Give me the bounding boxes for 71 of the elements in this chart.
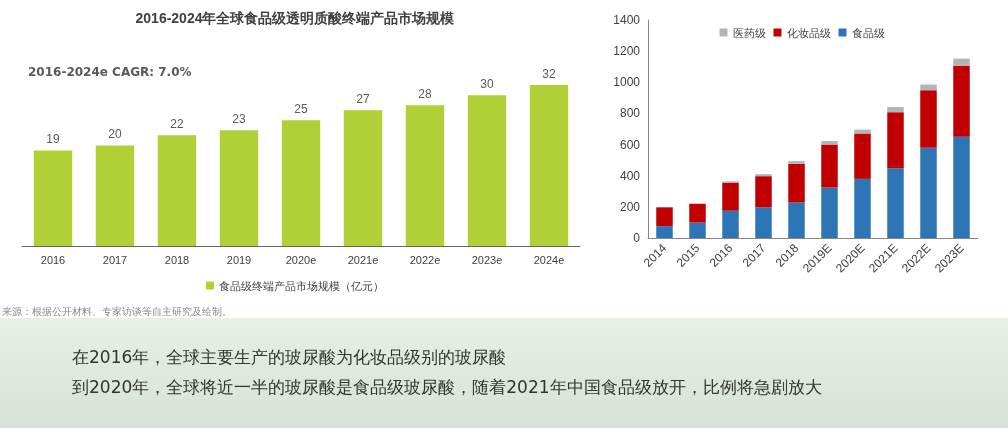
source-note: 来源：根据公开材料、专家访谈等自主研究及绘制。 xyxy=(2,305,232,317)
x-tick-label: 2024e xyxy=(533,253,565,266)
bar xyxy=(788,163,805,203)
bar xyxy=(887,112,904,169)
x-tick-label: 2022e xyxy=(409,253,441,266)
y-tick-label: 800 xyxy=(619,106,641,121)
bar xyxy=(722,182,739,211)
x-tick-label: 2016 xyxy=(40,253,66,266)
bar xyxy=(219,130,259,246)
data-label: 19 xyxy=(46,132,60,147)
bar xyxy=(656,226,673,238)
bar xyxy=(953,65,970,137)
bar xyxy=(821,140,838,145)
y-tick-label: 0 xyxy=(633,231,641,245)
data-label: 28 xyxy=(418,87,432,102)
x-tick-label: 2017 xyxy=(102,253,128,266)
bar xyxy=(788,161,805,164)
chart-title: 2016-2024年全球食品级透明质酸终端产品市场规模 xyxy=(135,10,456,26)
y-tick-label: 200 xyxy=(619,199,641,214)
legend-label: 食品级 xyxy=(851,26,885,39)
x-tick-label: 2018 xyxy=(164,253,190,266)
text: 2016-2024e CAGR: 7.0% xyxy=(28,65,192,79)
data-label: 22 xyxy=(170,117,184,132)
bar xyxy=(656,207,673,227)
x-tick-label: 2023e xyxy=(471,253,503,266)
bar xyxy=(33,150,73,246)
bar xyxy=(95,145,135,246)
bar xyxy=(953,58,970,66)
text: 到2020年，全球将近一半的玻尿酸是食品级玻尿酸，随着2021年中国食品级放开，比例将急剧放大 xyxy=(72,376,823,399)
bar xyxy=(722,210,739,238)
legend-label: 食品级终端产品市场规模（亿元） xyxy=(219,279,384,292)
bar xyxy=(529,85,569,246)
bar xyxy=(920,147,937,238)
bar xyxy=(343,110,383,246)
y-tick-label: 1000 xyxy=(613,75,641,90)
x-tick-label: 2020e xyxy=(285,253,317,266)
data-label: 32 xyxy=(542,67,556,82)
data-label: 23 xyxy=(232,112,246,127)
data-label: 27 xyxy=(356,92,370,107)
y-tick-label: 400 xyxy=(619,168,641,183)
bar xyxy=(887,168,904,238)
bar xyxy=(953,136,970,238)
data-label: 20 xyxy=(108,127,122,142)
legend-label: 化妆品级 xyxy=(786,26,831,39)
bar xyxy=(689,222,706,238)
bar xyxy=(788,202,805,238)
y-tick-label: 1400 xyxy=(613,13,641,27)
bar xyxy=(157,135,197,246)
x-tick-label: 2021e xyxy=(347,253,379,266)
data-label: 30 xyxy=(480,77,494,92)
text: 在2016年，全球主要生产的玻尿酸为化妆品级别的玻尿酸 xyxy=(72,346,508,369)
bar xyxy=(467,95,507,246)
bar xyxy=(920,90,937,148)
bar xyxy=(689,203,706,223)
x-tick-label: 2019 xyxy=(226,253,252,266)
y-tick-label: 600 xyxy=(619,137,641,152)
bar xyxy=(755,176,772,208)
bar xyxy=(281,120,321,246)
bar xyxy=(755,207,772,238)
bar xyxy=(854,133,871,179)
bar xyxy=(854,178,871,238)
bar xyxy=(821,144,838,188)
bar xyxy=(854,129,871,134)
bar xyxy=(405,105,445,246)
y-tick-label: 1200 xyxy=(613,44,641,59)
bar xyxy=(821,187,838,238)
legend-label: 医药级 xyxy=(732,26,766,39)
bar xyxy=(920,84,937,91)
data-label: 25 xyxy=(294,102,308,117)
bar xyxy=(887,107,904,113)
bar xyxy=(755,174,772,177)
